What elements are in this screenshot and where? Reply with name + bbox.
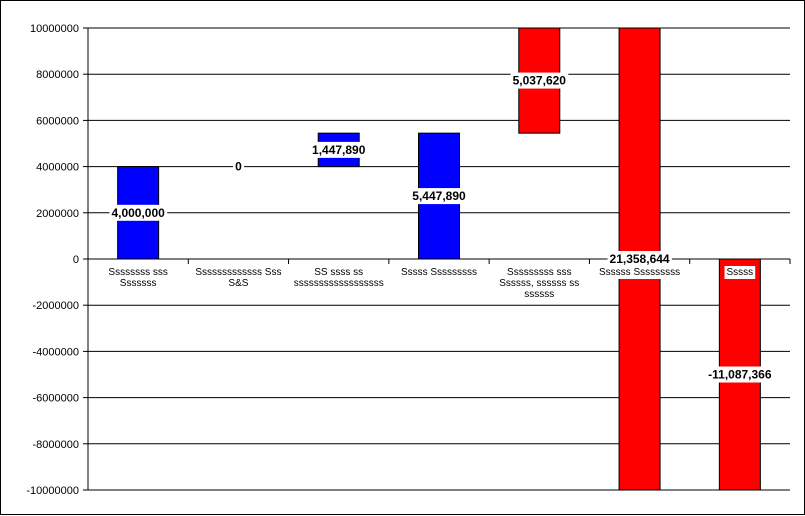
- category-label: Sssssssssssss Sss S&S: [193, 266, 284, 290]
- category-label-text: Sssssssssssss Sss S&S: [195, 267, 281, 289]
- data-label: -11,087,366: [706, 366, 774, 383]
- data-label-text: 21,358,644: [610, 252, 670, 266]
- data-label-background: [607, 251, 672, 267]
- data-label-background: [233, 158, 245, 175]
- category-label-text: Sssss Sssssssss: [401, 267, 477, 278]
- data-label: 4,000,000: [109, 204, 168, 221]
- category-label-line: Ssssss, ssssss ss: [499, 278, 579, 289]
- data-label-text: 5,037,620: [513, 74, 567, 88]
- y-tick-label: 4000000: [36, 162, 79, 174]
- category-label-background: [106, 266, 170, 290]
- y-tick-label: -6000000: [33, 393, 80, 405]
- y-tick-label: 6000000: [36, 115, 79, 127]
- category-label-background: [398, 266, 480, 279]
- category-label-text: Sssss: [727, 267, 754, 278]
- category-label-line: ssssssssssssssssss: [294, 278, 384, 289]
- data-label-text: 1,447,890: [312, 143, 366, 157]
- category-label-background: [724, 266, 756, 279]
- category-label: SS ssss ss ssssssssssssssssss: [291, 266, 386, 290]
- category-label-background: [497, 266, 582, 301]
- y-tick-label: -10000000: [26, 485, 79, 497]
- data-label-text: 4,000,000: [111, 206, 165, 220]
- y-tick-label: -4000000: [33, 346, 80, 358]
- y-tick-label: 2000000: [36, 208, 79, 220]
- category-label-line: S&S: [228, 278, 248, 289]
- data-label-background: [310, 141, 368, 158]
- category-label-background: [597, 266, 683, 279]
- data-label: 21,358,644: [607, 251, 672, 267]
- data-label-background: [706, 366, 774, 383]
- category-label-line: SS ssss ss: [314, 267, 363, 278]
- category-label-line: Ssssssss sss: [108, 267, 167, 278]
- category-label-background: [291, 266, 386, 290]
- data-label-background: [410, 188, 469, 205]
- category-label-line: Sssss Sssssssss: [401, 267, 477, 278]
- y-tick-label: -2000000: [33, 300, 80, 312]
- category-label-line: Sssssss: [120, 278, 157, 289]
- category-label-text: SS ssss ss ssssssssssssssssss: [294, 267, 384, 289]
- data-label-background: [109, 204, 168, 221]
- category-label-line: Sssss: [727, 267, 754, 278]
- category-label: Sssss Sssssssss: [398, 266, 480, 279]
- category-label-background: [193, 266, 284, 290]
- category-label-text: Ssssss Sssssssss: [599, 267, 680, 278]
- data-label-text: 0: [235, 160, 242, 174]
- category-label-text: Ssssssss sss Sssssss: [108, 267, 167, 289]
- category-label-line: Sssssssss sss: [507, 267, 571, 278]
- y-tick-label: 10000000: [30, 23, 79, 35]
- category-label: Sssss: [724, 266, 756, 279]
- data-label-background: [510, 72, 569, 89]
- category-label-line: Sssssssssssss Sss: [195, 267, 281, 278]
- data-label: 1,447,890: [310, 141, 368, 158]
- data-label-text: 5,447,890: [412, 189, 466, 203]
- data-label-text: -11,087,366: [708, 368, 772, 382]
- category-label: Ssssss Sssssssss: [597, 266, 683, 279]
- category-label-line: ssssss: [524, 289, 554, 300]
- category-label-line: Ssssss Sssssssss: [599, 267, 680, 278]
- data-label: 5,037,620: [510, 72, 569, 89]
- y-tick-label: 8000000: [36, 69, 79, 81]
- data-label: 5,447,890: [410, 188, 469, 205]
- y-tick-label: 0: [73, 254, 79, 266]
- category-label: Sssssssss sss Ssssss, ssssss ss ssssss: [497, 266, 582, 301]
- data-label: 0: [233, 158, 245, 175]
- category-label: Ssssssss sss Sssssss: [106, 266, 170, 290]
- category-label-text: Sssssssss sss Ssssss, ssssss ss ssssss: [499, 267, 579, 300]
- y-tick-label: -8000000: [33, 439, 80, 451]
